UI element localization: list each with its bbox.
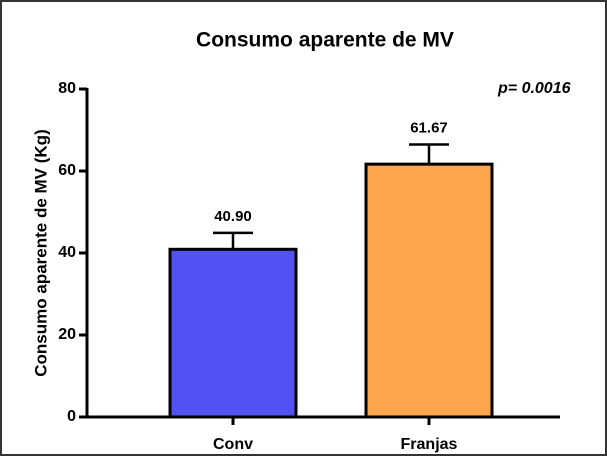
y-tick-label: 80 — [58, 80, 76, 97]
bar — [168, 247, 298, 419]
chart-title: Consumo aparente de MV — [196, 29, 454, 52]
value-label: 61.67 — [410, 119, 448, 136]
y-tick-label: 40 — [58, 244, 76, 261]
y-tick-label: 20 — [58, 326, 76, 343]
x-tick-label: Franjas — [401, 436, 458, 453]
value-label: 40.90 — [214, 208, 252, 225]
y-tick-label: 60 — [58, 162, 76, 179]
y-tick-label: 0 — [67, 408, 76, 425]
x-tick-label: Conv — [213, 436, 253, 453]
annotation: p= 0.0016 — [497, 80, 571, 97]
y-axis-label: Consumo aparente de MV (Kg) — [31, 129, 50, 376]
bar — [364, 162, 494, 419]
